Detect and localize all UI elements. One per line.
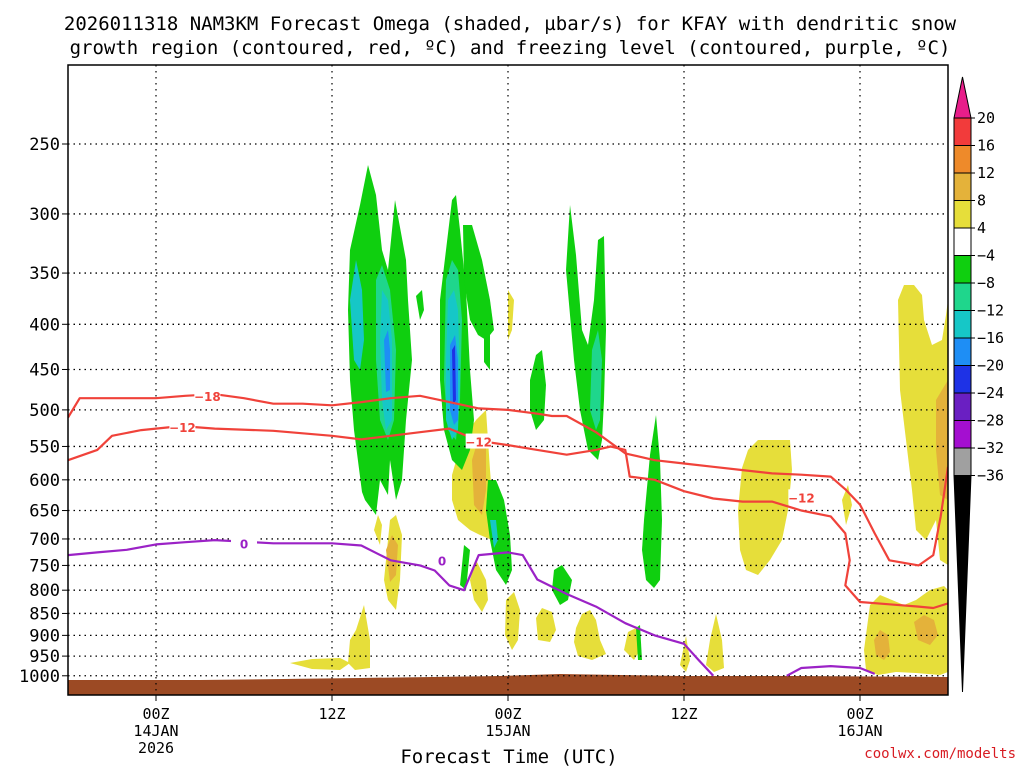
y-tick-label: 1000 xyxy=(19,667,60,687)
contour-label-bg xyxy=(231,535,257,551)
colorbar-label: 12 xyxy=(977,164,995,182)
colorbar-label: −4 xyxy=(977,247,995,265)
colorbar-segment xyxy=(953,365,972,394)
colorbar-label: −36 xyxy=(977,467,1004,485)
y-tick-label: 350 xyxy=(29,264,60,284)
colorbar-label: 20 xyxy=(977,109,995,127)
x-tick-time-label: 00Z xyxy=(142,705,169,723)
y-tick-label: 550 xyxy=(29,437,60,457)
y-tick-label: 300 xyxy=(29,205,60,225)
contour-label-bg xyxy=(465,433,492,449)
colorbar-label: 8 xyxy=(977,192,986,210)
chart-title-line-1: 2026011318 NAM3KM Forecast Omega (shaded… xyxy=(64,13,957,35)
y-tick-label: 400 xyxy=(29,315,60,335)
colorbar-segment xyxy=(953,420,972,449)
y-tick-label: 750 xyxy=(29,556,60,576)
colorbar: 20 16 12 8 4 −4 −8 −12 −16 −20 −24 −28 −32 −36 xyxy=(953,76,1004,693)
x-tick-time-label: 12Z xyxy=(318,705,345,723)
y-tick-label: 500 xyxy=(29,401,60,421)
colorbar-segment xyxy=(953,337,972,366)
colorbar-label: −16 xyxy=(977,329,1004,347)
contour-label: −12 xyxy=(465,436,492,450)
colorbar-segment xyxy=(953,227,972,256)
colorbar-label: −32 xyxy=(977,439,1004,457)
x-tick-date-label: 14JAN xyxy=(133,722,178,740)
colorbar-label: −28 xyxy=(977,412,1004,430)
y-tick-label: 250 xyxy=(29,135,60,155)
colorbar-segment xyxy=(953,310,972,339)
y-tick-label: 850 xyxy=(29,604,60,624)
colorbar-label: −20 xyxy=(977,357,1004,375)
y-tick-label: 650 xyxy=(29,502,60,522)
contour-label: −18 xyxy=(194,390,221,404)
contour-lines xyxy=(68,393,948,677)
contour-label-bg xyxy=(429,552,455,568)
contour-line-freezing-level-0c-2- xyxy=(786,665,876,677)
y-tick-label: 450 xyxy=(29,360,60,380)
colorbar-label: 4 xyxy=(977,219,986,237)
colorbar-segment xyxy=(953,282,972,311)
credit-text: coolwx.com/modelts xyxy=(864,746,1016,762)
contour-label: −12 xyxy=(169,421,196,435)
x-tick-time-label: 00Z xyxy=(846,705,873,723)
colorbar-segment xyxy=(953,172,972,201)
colorbar-segment xyxy=(953,200,972,229)
colorbar-segment xyxy=(953,145,972,174)
contour-label-bg xyxy=(788,489,815,505)
colorbar-overflow-low xyxy=(953,475,972,693)
y-tick-label: 950 xyxy=(29,647,60,667)
x-tick-date-label: 16JAN xyxy=(837,722,882,740)
x-axis-title: Forecast Time (UTC) xyxy=(400,746,617,768)
contour-labels: −18 −12 0 −12 −12 0 xyxy=(169,387,815,568)
y-tick-label: 800 xyxy=(29,581,60,601)
contour-line-freezing-level-0c xyxy=(68,539,715,677)
contour-label: 0 xyxy=(240,537,248,551)
colorbar-label: 16 xyxy=(977,137,995,155)
colorbar-segment xyxy=(953,392,972,421)
y-tick-label: 600 xyxy=(29,471,60,491)
y-tick-label: 900 xyxy=(29,626,60,646)
x-tick-time-label: 12Z xyxy=(670,705,697,723)
x-tick-date-label: 15JAN xyxy=(485,722,530,740)
colorbar-segment xyxy=(953,447,972,476)
contour-label: 0 xyxy=(438,554,446,568)
contour-label: −12 xyxy=(788,491,815,505)
colorbar-segment xyxy=(953,255,972,284)
y-tick-label: 700 xyxy=(29,530,60,550)
x-tick-time-label: 00Z xyxy=(494,705,521,723)
contour-label-bg xyxy=(169,419,196,435)
contour-label-bg xyxy=(194,387,221,403)
colorbar-overflow-high xyxy=(953,76,972,119)
contour-line-dgz-18c xyxy=(68,393,948,567)
y-axis: 2503003504004505005506006507007508008509… xyxy=(19,135,68,687)
colorbar-label: −24 xyxy=(977,384,1004,402)
chart-title-line-2: growth region (contoured, red, ºC) and f… xyxy=(70,37,951,59)
colorbar-label: −12 xyxy=(977,302,1004,320)
colorbar-segment xyxy=(953,117,972,146)
x-tick-year-label: 2026 xyxy=(138,739,174,757)
colorbar-label: −8 xyxy=(977,274,995,292)
contour-line-dgz-12c xyxy=(68,425,948,610)
